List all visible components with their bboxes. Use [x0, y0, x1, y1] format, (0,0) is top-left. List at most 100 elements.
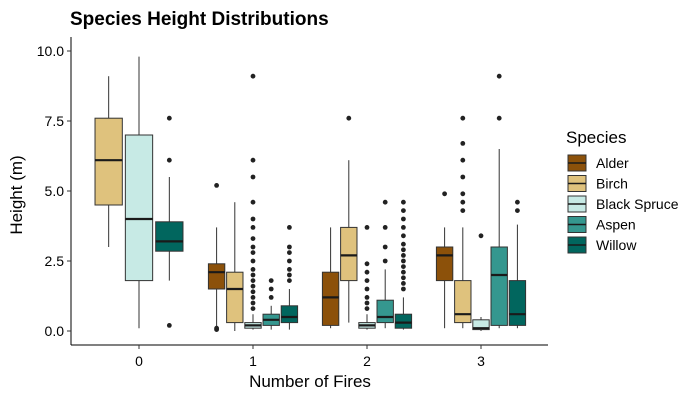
box-birch-fires-1	[226, 202, 244, 331]
box-body	[321, 271, 340, 326]
legend-label: Aspen	[596, 217, 636, 233]
outlier-point	[250, 300, 256, 306]
box-willow-fires-0	[155, 115, 184, 328]
y-tick-label: 2.5	[45, 253, 65, 269]
legend-item-aspen: Aspen	[567, 216, 636, 233]
box-body	[207, 263, 226, 290]
outlier-point	[364, 295, 370, 300]
box-body	[508, 280, 527, 326]
x-tick-label: 1	[249, 353, 257, 369]
box-birch-fires-0	[94, 76, 123, 247]
outlier-point	[460, 157, 466, 163]
outlier-point	[268, 278, 274, 283]
box-body	[124, 134, 154, 282]
box-willow-fires-2	[394, 199, 413, 330]
y-axis: 0.0 2.5 5.0 7.5 10.0	[37, 37, 72, 345]
x-axis: 0 1 2 3	[71, 344, 548, 369]
outlier-point	[382, 199, 388, 205]
box-body	[454, 280, 472, 324]
box-birch-fires-3	[454, 115, 472, 329]
outlier-point	[364, 300, 370, 306]
legend-label: Alder	[596, 155, 629, 171]
box-aspen-fires-2	[376, 199, 394, 329]
y-tick-label: 0.0	[45, 323, 65, 339]
legend-label: Willow	[596, 237, 637, 253]
outlier-point	[364, 261, 370, 267]
box-black-spruce-fires-3	[472, 233, 490, 331]
outlier-point	[364, 286, 370, 292]
outlier-point	[346, 115, 352, 121]
outlier-point	[515, 208, 520, 214]
outlier-point	[401, 281, 406, 286]
x-axis-title: Number of Fires	[249, 372, 371, 391]
outlier-point	[250, 216, 256, 222]
legend-label: Black Spruce	[596, 196, 679, 212]
outlier-point	[382, 258, 388, 264]
outlier-point	[460, 174, 466, 180]
outlier-point	[460, 199, 466, 205]
outlier-point	[287, 267, 292, 272]
outlier-point	[401, 216, 406, 222]
legend-label: Birch	[596, 176, 628, 192]
outlier-point	[460, 115, 466, 121]
y-tick-label: 7.5	[45, 113, 65, 129]
outlier-point	[287, 278, 292, 283]
x-tick-label: 2	[363, 353, 371, 369]
outlier-point	[268, 286, 274, 292]
outlier-point	[401, 253, 406, 258]
outlier-point	[287, 258, 292, 264]
box-body	[280, 305, 299, 324]
outlier-point	[401, 269, 406, 275]
outlier-point	[250, 73, 256, 79]
legend-item-willow: Willow	[567, 236, 637, 254]
box-birch-fires-2	[340, 115, 358, 323]
outlier-point	[250, 267, 256, 272]
outlier-point	[250, 244, 256, 250]
y-axis-title: Height (m)	[7, 155, 26, 234]
legend: Species Alder Birch Black Spruce Aspen Willo…	[566, 128, 679, 254]
outlier-point	[401, 233, 406, 239]
y-tick-label: 10.0	[37, 43, 64, 59]
box-alder-fires-3	[435, 191, 454, 329]
box-willow-fires-1	[280, 225, 299, 330]
box-body	[472, 319, 490, 331]
outlier-point	[401, 241, 406, 247]
outlier-point	[287, 244, 292, 250]
outlier-point	[250, 236, 256, 242]
legend-item-black-spruce: Black Spruce	[567, 195, 679, 213]
outlier-point	[460, 208, 466, 214]
box-aspen-fires-1	[262, 278, 280, 330]
outlier-point	[442, 191, 447, 197]
box-black-spruce-fires-1	[244, 73, 262, 330]
box-body	[435, 246, 454, 282]
outlier-point	[496, 115, 502, 121]
outlier-point	[250, 250, 256, 256]
outlier-point	[166, 323, 172, 328]
outlier-point	[250, 258, 256, 264]
outlier-point	[401, 286, 406, 292]
outlier-point	[250, 225, 256, 230]
box-alder-fires-1	[207, 183, 226, 332]
outlier-point	[401, 199, 406, 205]
outlier-point	[268, 295, 274, 300]
box-willow-fires-3	[508, 199, 527, 329]
legend-item-birch: Birch	[567, 175, 628, 192]
outlier-point	[478, 233, 484, 239]
box-body	[490, 246, 508, 326]
outlier-point	[401, 225, 406, 230]
y-tick-label: 5.0	[45, 183, 65, 199]
outlier-point	[401, 258, 406, 264]
box-body	[376, 299, 394, 324]
outlier-point	[250, 272, 256, 278]
x-tick-label: 3	[477, 353, 485, 369]
x-tick-label: 0	[135, 353, 143, 369]
outlier-point	[382, 244, 388, 250]
outlier-point	[250, 295, 256, 300]
box-body	[155, 221, 184, 252]
outlier-point	[287, 250, 292, 256]
box-black-spruce-fires-0	[124, 56, 154, 329]
outlier-point	[214, 183, 220, 188]
outlier-point	[214, 327, 220, 332]
outlier-point	[364, 269, 370, 275]
outlier-point	[250, 174, 256, 180]
